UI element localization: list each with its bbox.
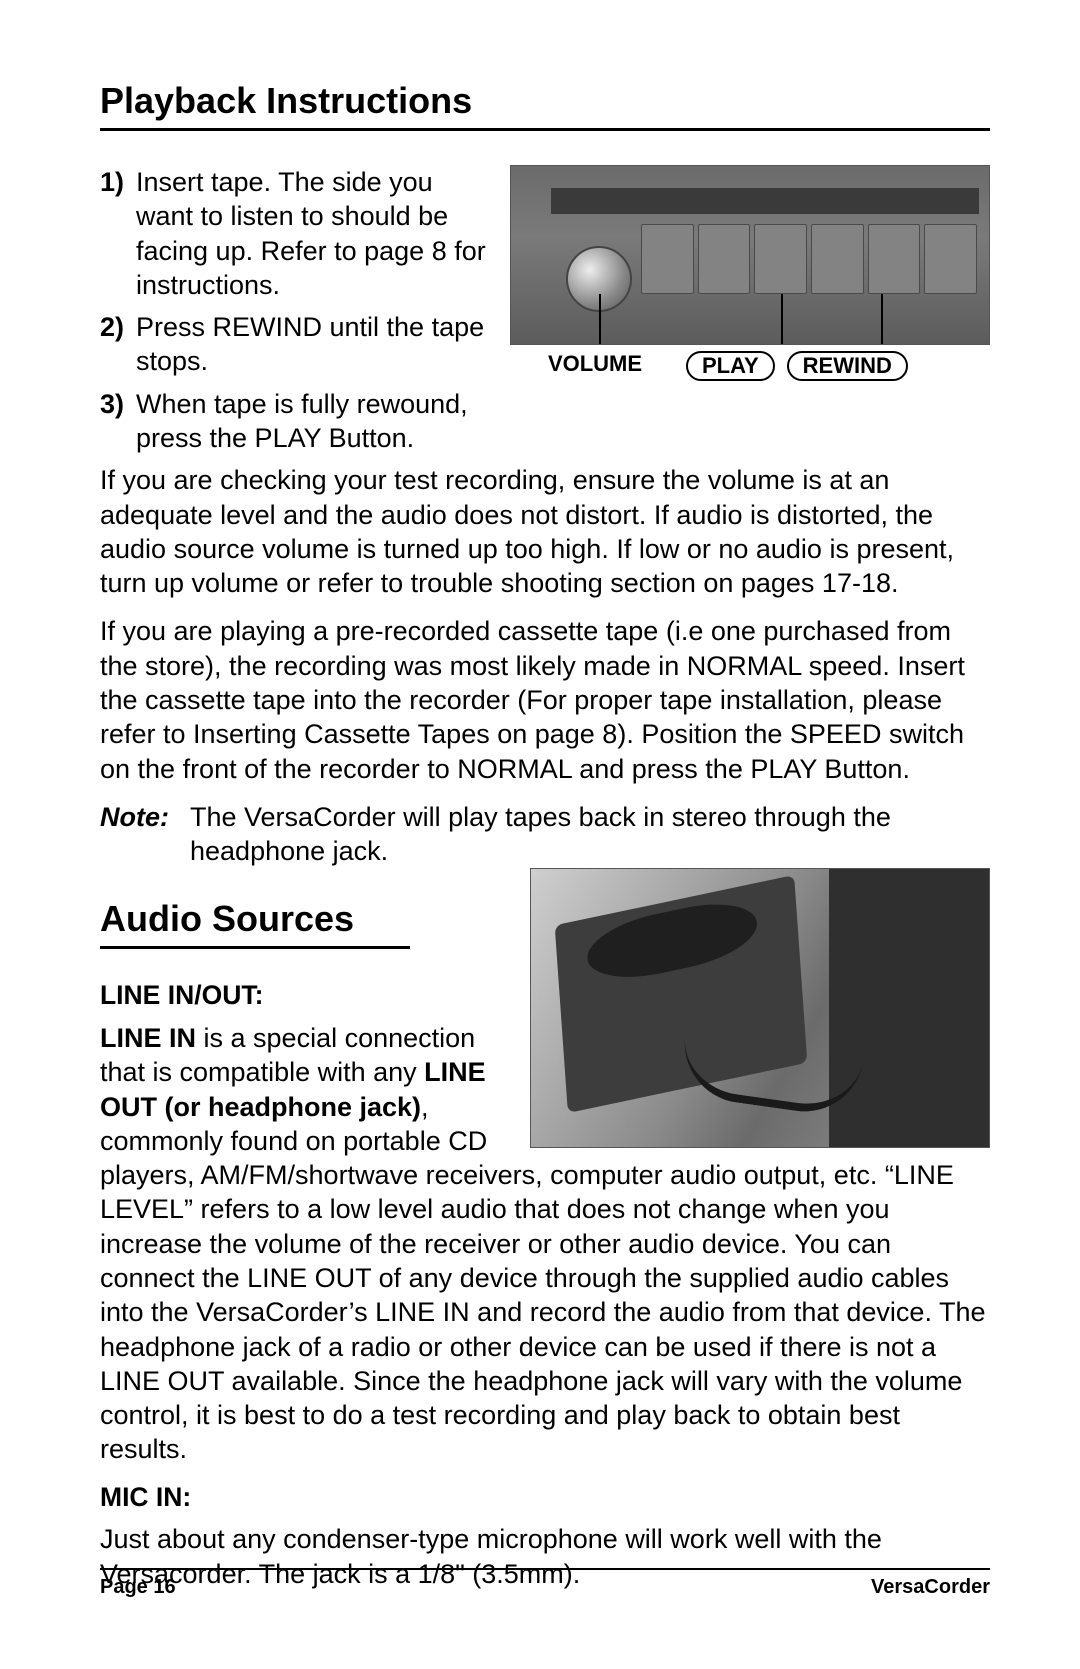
step-2-text: Press REWIND until the tape stops. — [136, 310, 490, 379]
prerecorded-paragraph: If you are playing a pre-recorded casset… — [100, 614, 990, 785]
playback-title: Playback Instructions — [100, 80, 990, 131]
recorder-controls-image — [510, 165, 990, 345]
label-rewind: REWIND — [787, 351, 908, 381]
note-row: Note: The VersaCorder will play tapes ba… — [100, 800, 990, 869]
line-in-image — [530, 868, 990, 1148]
audio-sources-title: Audio Sources — [100, 898, 410, 949]
step-1-num: 1) — [100, 165, 136, 302]
label-play: PLAY — [686, 351, 775, 381]
figure-recorder-controls: VOLUME PLAY REWIND — [510, 165, 990, 381]
step-2: 2) Press REWIND until the tape stops. — [100, 310, 490, 379]
footer-page: Page 16 — [100, 1576, 176, 1599]
step-3: 3) When tape is fully rewound, press the… — [100, 387, 490, 456]
figure-line-in-devices — [530, 868, 990, 1148]
line-in-bold: LINE IN — [100, 1023, 196, 1053]
note-text: The VersaCorder will play tapes back in … — [190, 800, 990, 869]
check-recording-paragraph: If you are checking your test recording,… — [100, 463, 990, 600]
footer-product: VersaCorder — [871, 1576, 990, 1599]
mic-in-head: MIC IN: — [100, 1481, 990, 1515]
step-1: 1) Insert tape. The side you want to lis… — [100, 165, 490, 302]
step-2-num: 2) — [100, 310, 136, 379]
note-label: Note: — [100, 800, 190, 869]
label-volume: VOLUME — [510, 351, 680, 381]
step-1-text: Insert tape. The side you want to listen… — [136, 165, 490, 302]
page-footer: Page 16 VersaCorder — [100, 1568, 990, 1599]
step-3-num: 3) — [100, 387, 136, 456]
step-3-text: When tape is fully rewound, press the PL… — [136, 387, 490, 456]
